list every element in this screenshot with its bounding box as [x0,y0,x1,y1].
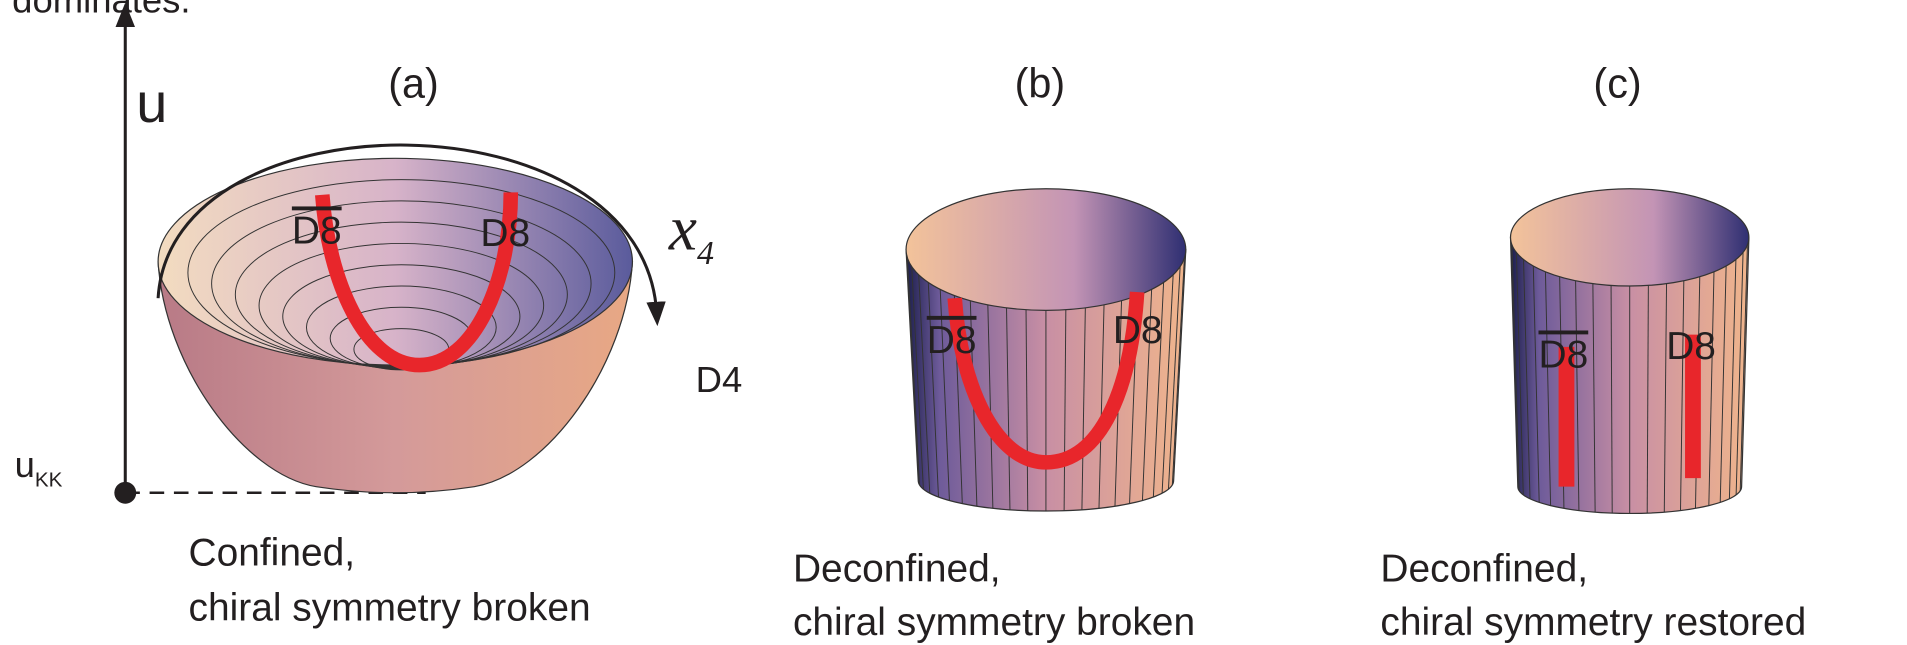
panel-label: (b) [1015,61,1066,107]
caption: Confined, [189,532,356,575]
panel-label: (a) [388,61,439,107]
x4-sub: 4 [697,235,714,272]
ukk-sub: KK [35,469,63,492]
ukk-dot [114,482,136,504]
x4-base: x [668,194,697,264]
cylinder-c-top [1511,189,1749,286]
top-text: dominates. [12,0,190,20]
ukk-label: uKK [15,444,63,492]
d4-label: D4 [696,359,743,400]
d8bar-label: D8 [1538,333,1588,376]
d8-label: D8 [480,212,530,255]
x4-label: x4 [668,194,714,273]
caption: chiral symmetry restored [1380,601,1806,644]
d8bar-label: D8 [292,209,342,252]
panel-label: (c) [1593,61,1641,107]
page: {"top_text": "dominates.", "axis": {"lab… [0,0,1907,645]
axis-label: u [136,71,167,134]
d8-label: D8 [1666,325,1716,368]
diagram: dominates. u uKK x4 D4 (a) D8 D8 Confine… [0,0,1907,645]
cylinder-b-top [906,189,1186,311]
ukk-base: u [15,444,35,485]
caption: chiral symmetry broken [189,586,591,629]
caption: chiral symmetry broken [793,601,1195,644]
d8bar-label: D8 [927,319,977,362]
d8-label: D8 [1113,309,1163,352]
caption: Deconfined, [793,548,1001,591]
caption: Deconfined, [1380,548,1588,591]
